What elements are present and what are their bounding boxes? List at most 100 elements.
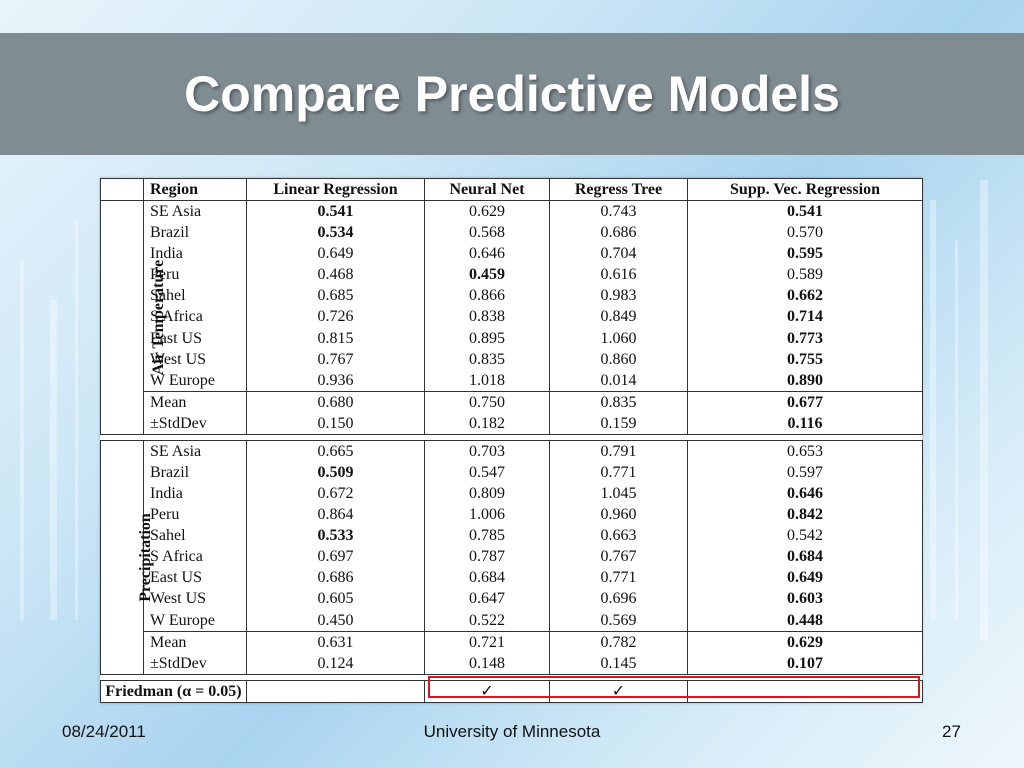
value-regress-tree: 0.704: [549, 243, 688, 265]
value-svr: 0.597: [687, 461, 923, 484]
value-neural-net: 0.866: [424, 285, 550, 307]
value-neural-net: 1.006: [424, 504, 550, 526]
friedman-label: Friedman (α = 0.05): [100, 679, 247, 704]
value-neural-net: 0.522: [424, 609, 550, 632]
region-cell: India: [143, 483, 247, 505]
table-row: Peru 0.864 1.006 0.960 0.842: [101, 504, 923, 526]
region-cell: SE Asia: [143, 200, 247, 223]
value-regress-tree: 0.791: [549, 439, 688, 462]
stat-row: ±StdDev 0.124 0.148 0.145 0.107: [101, 652, 923, 675]
title-bar: [0, 33, 1024, 155]
region-cell: Brazil: [143, 222, 247, 244]
value-svr: 0.589: [687, 264, 923, 286]
value-regress-tree: 0.743: [549, 200, 688, 223]
table-row: East US 0.686 0.684 0.771 0.649: [101, 567, 923, 589]
value-neural-net: 0.787: [424, 546, 550, 568]
value-neural-net: 0.646: [424, 243, 550, 265]
group-label-cell: Air Temperature: [100, 200, 167, 435]
value-svr: 0.890: [687, 369, 923, 392]
value-regress-tree: 0.663: [549, 525, 688, 547]
slide-title: Compare Predictive Models: [184, 66, 840, 122]
value-neural-net: 0.750: [424, 390, 550, 413]
value-neural-net: 0.148: [424, 652, 550, 675]
region-cell: ±StdDev: [143, 652, 247, 675]
value-neural-net: 0.182: [424, 412, 550, 435]
results-table: Region Linear Regression Neural Net Regr…: [100, 178, 923, 704]
value-linear-regression: 0.815: [246, 327, 425, 349]
value-svr: 0.646: [687, 483, 923, 505]
value-neural-net: 0.684: [424, 567, 550, 589]
stat-row: ±StdDev 0.150 0.182 0.159 0.116: [101, 412, 923, 435]
value-linear-regression: 0.665: [246, 439, 425, 462]
value-svr: 0.842: [687, 504, 923, 526]
value-regress-tree: 0.983: [549, 285, 688, 307]
value-svr: 0.603: [687, 588, 923, 610]
header-region: Region: [143, 178, 247, 201]
table-row: Brazil 0.534 0.568 0.686 0.570: [101, 222, 923, 244]
value-regress-tree: 0.771: [549, 567, 688, 589]
value-regress-tree: 0.960: [549, 504, 688, 526]
value-linear-regression: 0.686: [246, 567, 425, 589]
value-svr: 0.653: [687, 439, 923, 462]
header-linear-regression: Linear Regression: [246, 178, 425, 201]
table-row: W Europe 0.936 1.018 0.014 0.890: [101, 369, 923, 392]
value-regress-tree: 1.060: [549, 327, 688, 349]
friedman-linear-regression: [246, 679, 425, 704]
group-label: Air Temperature: [150, 259, 168, 376]
table-row: West US 0.767 0.835 0.860 0.755: [101, 348, 923, 370]
group-label: Precipitation: [136, 513, 154, 602]
value-neural-net: 0.809: [424, 483, 550, 505]
table-row: S Africa 0.697 0.787 0.767 0.684: [101, 546, 923, 568]
value-regress-tree: 0.696: [549, 588, 688, 610]
header-svr: Supp. Vec. Regression: [687, 178, 923, 201]
value-regress-tree: 0.145: [549, 652, 688, 675]
value-neural-net: 0.785: [424, 525, 550, 547]
table-row: Air Temperature SE Asia 0.541 0.629 0.743 0.5…: [100, 200, 923, 435]
value-regress-tree: 0.782: [549, 630, 688, 653]
value-svr: 0.755: [687, 348, 923, 370]
value-linear-regression: 0.150: [246, 412, 425, 435]
region-cell: S Africa: [143, 546, 247, 568]
region-cell: SE Asia: [143, 439, 247, 462]
value-neural-net: 1.018: [424, 369, 550, 392]
value-svr: 0.662: [687, 285, 923, 307]
footer-page-number: 27: [942, 722, 961, 741]
header-neural-net: Neural Net: [424, 178, 550, 201]
value-linear-regression: 0.124: [246, 652, 425, 675]
value-regress-tree: 0.569: [549, 609, 688, 632]
value-linear-regression: 0.672: [246, 483, 425, 505]
table-row: S Africa 0.726 0.838 0.849 0.714: [101, 306, 923, 328]
table-row: West US 0.605 0.647 0.696 0.603: [101, 588, 923, 610]
value-neural-net: 0.547: [424, 461, 550, 484]
value-regress-tree: 0.849: [549, 306, 688, 328]
value-svr: 0.714: [687, 306, 923, 328]
value-linear-regression: 0.685: [246, 285, 425, 307]
value-linear-regression: 0.605: [246, 588, 425, 610]
value-regress-tree: 0.014: [549, 369, 688, 392]
table-row: Sahel 0.685 0.866 0.983 0.662: [101, 285, 923, 307]
value-linear-regression: 0.631: [246, 630, 425, 653]
value-neural-net: 0.838: [424, 306, 550, 328]
value-neural-net: 0.647: [424, 588, 550, 610]
table-row: India 0.649 0.646 0.704 0.595: [101, 243, 923, 265]
region-cell: West US: [143, 348, 247, 370]
region-cell: ±StdDev: [143, 412, 247, 435]
value-regress-tree: 0.616: [549, 264, 688, 286]
region-cell: S Africa: [143, 306, 247, 328]
value-regress-tree: 0.835: [549, 390, 688, 413]
region-cell: Mean: [143, 390, 247, 413]
value-linear-regression: 0.726: [246, 306, 425, 328]
value-linear-regression: 0.936: [246, 369, 425, 392]
value-regress-tree: 0.860: [549, 348, 688, 370]
value-neural-net: 0.703: [424, 439, 550, 462]
table-row: W Europe 0.450 0.522 0.569 0.448: [101, 609, 923, 632]
value-svr: 0.649: [687, 567, 923, 589]
value-linear-regression: 0.649: [246, 243, 425, 265]
region-cell: Peru: [143, 264, 247, 286]
region-cell: Brazil: [143, 461, 247, 484]
value-regress-tree: 0.767: [549, 546, 688, 568]
header-group-cell: [100, 178, 144, 201]
value-regress-tree: 1.045: [549, 483, 688, 505]
value-linear-regression: 0.541: [246, 200, 425, 223]
stat-row: Mean 0.631 0.721 0.782 0.629: [101, 630, 923, 653]
